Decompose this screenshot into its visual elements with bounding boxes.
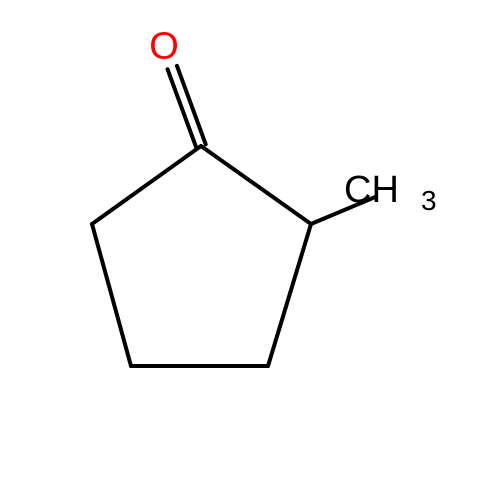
bond [92,146,201,224]
bond [92,224,131,366]
bond [268,224,311,366]
bond [201,146,311,224]
atom-label-CH3-sub: 3 [421,185,437,216]
atom-label-O: O [149,25,179,67]
molecule-diagram: O CH 3 [0,0,500,500]
atom-label-CH3: CH [344,169,399,211]
